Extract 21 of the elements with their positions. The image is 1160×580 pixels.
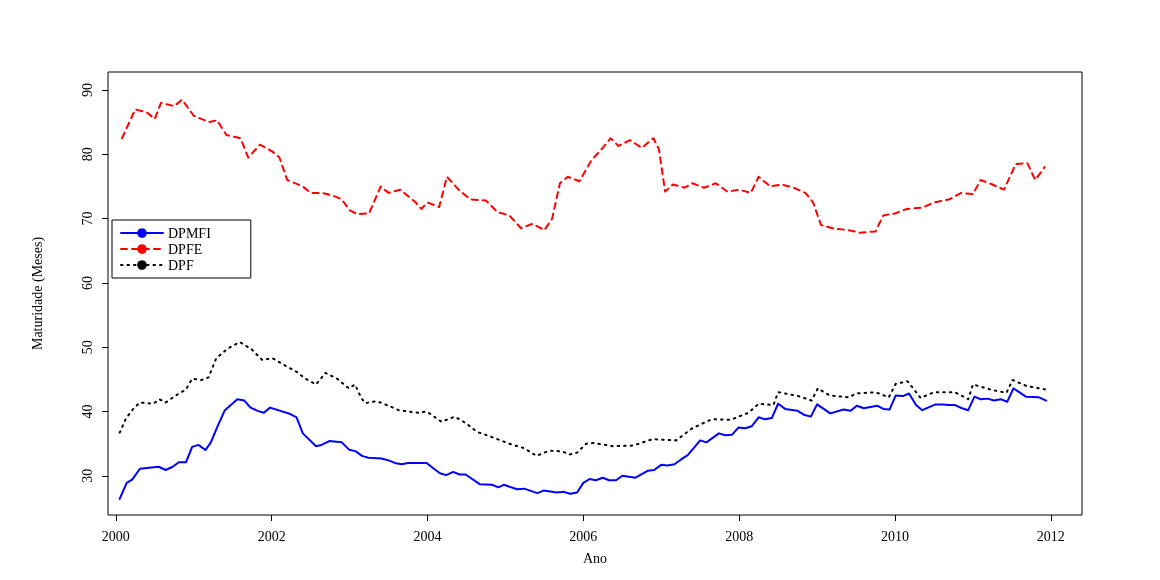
x-tick-label: 2008 <box>725 528 754 544</box>
legend-label: DPMFI <box>168 225 212 241</box>
y-tick-label: 90 <box>79 83 95 97</box>
x-tick-label: 2012 <box>1036 528 1065 544</box>
y-tick-label: 60 <box>79 275 95 290</box>
y-tick-label: 40 <box>79 404 95 419</box>
x-tick-label: 2000 <box>101 528 130 544</box>
x-tick-label: 2010 <box>880 528 909 544</box>
x-tick-label: 2002 <box>257 528 286 544</box>
y-tick-label: 80 <box>79 147 95 162</box>
y-axis-title: Maturidade (Meses) <box>29 236 46 351</box>
x-tick-label: 2006 <box>569 528 598 544</box>
legend-label: DPFE <box>168 241 203 257</box>
line-series <box>118 387 1048 500</box>
legend-label: DPF <box>168 257 194 273</box>
y-tick-label: 50 <box>79 340 95 355</box>
x-axis-title: Ano <box>582 550 608 566</box>
y-tick-label: 30 <box>79 468 95 483</box>
y-tick-label: 70 <box>79 211 95 226</box>
x-tick-label: 2004 <box>413 528 442 544</box>
line-series <box>118 341 1048 457</box>
